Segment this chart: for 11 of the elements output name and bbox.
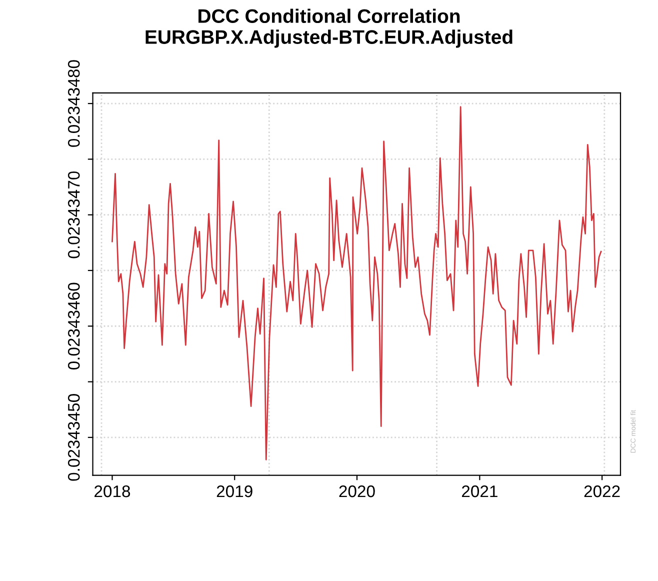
x-tick-label: 2019 (216, 485, 252, 498)
x-tick-label: 2022 (584, 485, 620, 498)
x-tick-label: 2018 (94, 485, 130, 498)
y-tick-label: 0.02343460 (68, 282, 80, 370)
y-tick-label: 0.02343470 (68, 171, 80, 258)
x-tick-label: 2020 (339, 485, 375, 498)
y-tick-label: 0.02343450 (68, 394, 80, 481)
x-tick-label: 2021 (462, 485, 498, 498)
y-tick-label: 0.02343480 (68, 60, 80, 147)
line-series (112, 106, 602, 460)
chart-title: DCC Conditional Correlation EURGBP.X.Adjusted-BTC.EUR.Adjusted (146, 8, 512, 48)
